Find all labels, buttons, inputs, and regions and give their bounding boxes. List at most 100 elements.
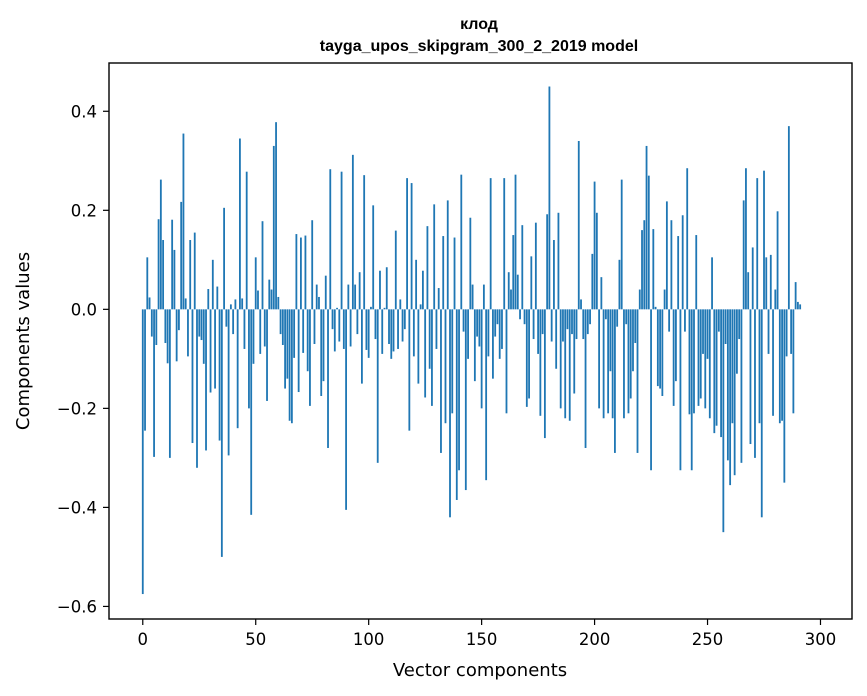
bar xyxy=(225,309,228,327)
bar xyxy=(336,307,338,310)
bar xyxy=(681,215,684,310)
bar xyxy=(417,309,420,384)
bar xyxy=(361,309,363,384)
bar xyxy=(523,309,526,325)
x-tick-label: 100 xyxy=(353,630,385,649)
bar xyxy=(419,304,422,310)
bar xyxy=(313,309,316,344)
bar xyxy=(311,220,314,310)
bar xyxy=(510,289,512,310)
bar xyxy=(180,201,183,310)
bar xyxy=(408,309,411,431)
bar xyxy=(675,309,677,382)
bar xyxy=(157,219,160,310)
bar xyxy=(243,309,246,349)
bar xyxy=(473,309,476,382)
bar xyxy=(505,309,508,414)
bar xyxy=(686,168,689,310)
bar xyxy=(516,274,519,310)
bar xyxy=(254,257,257,310)
bar xyxy=(738,309,741,340)
bar xyxy=(288,309,291,421)
bar xyxy=(543,309,546,439)
bar xyxy=(342,309,345,349)
bar xyxy=(589,309,591,325)
bar xyxy=(654,306,657,310)
bar xyxy=(200,309,203,341)
bar xyxy=(261,221,264,310)
bar xyxy=(724,309,727,344)
bar xyxy=(496,309,499,325)
bar xyxy=(218,309,221,441)
bar xyxy=(769,254,772,310)
bar xyxy=(577,140,580,310)
bar xyxy=(539,309,542,416)
bar xyxy=(731,309,734,424)
bar xyxy=(227,309,230,456)
bar xyxy=(401,309,404,342)
chart-title: клод xyxy=(460,16,498,33)
bar xyxy=(749,309,752,445)
bar xyxy=(532,309,535,340)
bar xyxy=(309,309,311,406)
bar xyxy=(629,309,632,399)
bar xyxy=(397,309,399,349)
bar xyxy=(168,309,171,458)
bar xyxy=(713,309,716,434)
bar xyxy=(550,309,553,342)
bar xyxy=(148,297,151,310)
plot-frame xyxy=(108,62,853,620)
bar xyxy=(358,272,361,310)
bar xyxy=(266,309,268,401)
bar xyxy=(187,309,189,357)
bar xyxy=(469,217,472,310)
bar xyxy=(449,309,451,518)
bar xyxy=(211,259,214,310)
bar xyxy=(428,309,431,369)
bar xyxy=(620,179,623,310)
bar xyxy=(302,309,305,353)
bar xyxy=(722,309,725,533)
bar xyxy=(392,309,395,352)
bar xyxy=(146,257,149,310)
bar xyxy=(559,309,562,409)
bar xyxy=(421,270,424,310)
bar xyxy=(720,309,722,438)
bar xyxy=(650,309,652,471)
bar xyxy=(643,220,646,310)
bar xyxy=(376,309,379,463)
bar xyxy=(245,171,248,310)
bar xyxy=(437,288,440,310)
bar xyxy=(340,171,343,310)
bar xyxy=(193,232,196,310)
bar xyxy=(659,309,661,389)
bar xyxy=(372,205,375,310)
bar xyxy=(175,309,178,362)
bar xyxy=(679,309,682,471)
bar xyxy=(367,309,370,358)
bar xyxy=(688,309,691,415)
bar xyxy=(494,309,497,337)
bar xyxy=(333,309,336,352)
bar xyxy=(568,309,571,421)
bar xyxy=(656,309,659,387)
bar xyxy=(636,309,639,453)
bar xyxy=(482,284,485,310)
bar xyxy=(534,222,537,310)
bar xyxy=(257,290,259,310)
bar xyxy=(234,299,237,310)
bar xyxy=(661,309,664,396)
bar xyxy=(338,309,341,342)
bar xyxy=(765,257,768,310)
bar xyxy=(708,309,711,419)
bar xyxy=(530,256,533,310)
bar xyxy=(275,122,277,310)
bar xyxy=(144,309,146,431)
bar xyxy=(751,247,754,310)
bar xyxy=(388,309,390,344)
bar xyxy=(604,309,607,320)
bar xyxy=(189,240,192,310)
y-tick-label: 0.0 xyxy=(71,300,97,319)
bar xyxy=(548,86,551,310)
bar xyxy=(239,138,241,310)
